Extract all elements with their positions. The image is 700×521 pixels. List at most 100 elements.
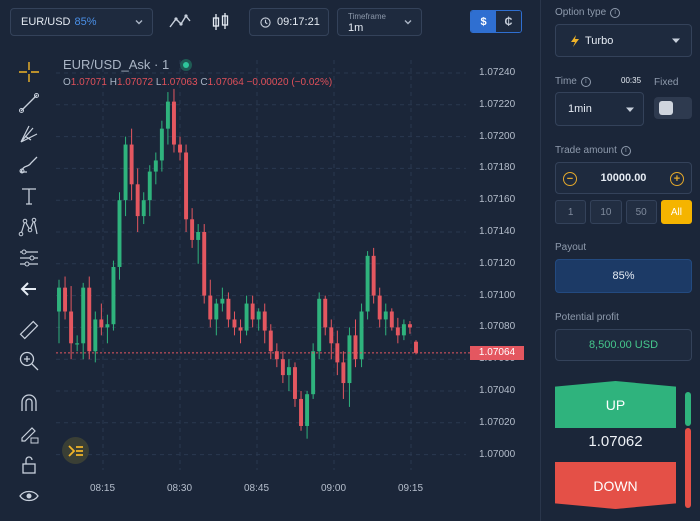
candle-body [69, 311, 74, 344]
candle-body [286, 367, 291, 376]
server-clock[interactable]: 09:17:21 [249, 8, 329, 36]
info-icon[interactable]: i [580, 76, 591, 87]
candle-body [226, 298, 231, 320]
info-icon[interactable]: i [610, 7, 621, 18]
price-tick-label: 1.07040 [479, 385, 516, 396]
price-tick-label: 1.07240 [479, 67, 516, 78]
candle-body [184, 152, 189, 220]
lock-pencil-icon[interactable] [17, 422, 41, 446]
open-key: O [63, 77, 71, 88]
trade-amount-label: Trade amount i [555, 145, 631, 156]
option-type-text: Option type [555, 7, 607, 18]
candle-body [262, 311, 267, 331]
candle-body [311, 351, 316, 395]
down-sentiment-bar [685, 428, 691, 508]
fixed-label: Fixed [654, 77, 679, 88]
trend-line-icon[interactable] [17, 91, 41, 115]
trade-panel: Option type i Turbo Time i 00:35 Fixed 1mi… [540, 0, 700, 521]
eye-icon[interactable] [17, 484, 41, 508]
candle-body [395, 327, 400, 336]
arrow-left-icon[interactable] [17, 277, 41, 301]
clock-time: 09:17:21 [277, 16, 320, 28]
payout-label: Payout [555, 242, 587, 253]
high-key: H [109, 77, 117, 88]
candle-body [178, 144, 182, 153]
down-button[interactable]: DOWN [555, 462, 676, 509]
preset-all-button[interactable]: All [660, 200, 692, 224]
candle-body [220, 298, 225, 304]
candle-body [414, 341, 418, 353]
candle-body [232, 319, 237, 328]
pitchfork-icon[interactable] [17, 122, 41, 146]
preset-1-button[interactable]: 1 [555, 200, 587, 224]
brush-icon[interactable] [17, 153, 41, 177]
time-tick-label: 08:15 [90, 483, 116, 494]
candle-body [305, 394, 310, 426]
price-tick-label: 1.07160 [479, 194, 516, 206]
close-value: 1.07064 [207, 77, 244, 88]
line-chart-icon[interactable] [168, 10, 192, 34]
candle-body [165, 101, 170, 129]
time-tick-label: 08:30 [167, 483, 193, 494]
currency-alt-button[interactable]: ₵ [496, 11, 521, 32]
lock-icon[interactable] [17, 453, 41, 477]
text-icon[interactable] [17, 184, 41, 208]
candle-body [359, 311, 364, 360]
zoom-in-icon[interactable] [17, 349, 41, 373]
increase-amount-button[interactable]: + [670, 172, 684, 186]
candle-body [341, 362, 346, 384]
candle-body [63, 287, 68, 312]
preset-50-button[interactable]: 50 [625, 200, 657, 224]
candle-body [135, 184, 140, 217]
crosshair-icon[interactable] [17, 60, 41, 84]
expiry-time-select[interactable]: 1min [555, 92, 644, 126]
candle-body [377, 295, 382, 320]
candle-body [105, 324, 110, 328]
up-button[interactable]: UP [555, 381, 676, 428]
candle-body [117, 200, 122, 267]
candle-body [353, 335, 358, 360]
pattern-icon[interactable] [17, 215, 41, 239]
time-label-text: Time [555, 76, 577, 87]
live-status-icon [180, 59, 192, 71]
candlestick-chart-icon[interactable] [209, 10, 233, 34]
fib-icon[interactable] [17, 246, 41, 270]
decrease-amount-button[interactable]: − [563, 172, 577, 186]
candle-body [208, 295, 213, 320]
option-type-select[interactable]: Turbo [555, 24, 692, 57]
price-tick-label: 1.07100 [479, 289, 516, 301]
timeframe-value: 1m [348, 22, 364, 34]
option-type-value: Turbo [585, 34, 614, 47]
fixed-toggle[interactable] [654, 97, 692, 119]
up-sentiment-bar [685, 392, 691, 426]
asset-name: EUR/USD [21, 16, 71, 28]
candle-body [99, 319, 104, 328]
price-tick-label: 1.07080 [479, 321, 516, 333]
indicators-button[interactable] [62, 437, 89, 464]
candle-body [407, 324, 412, 328]
price-tick-label: 1.07120 [479, 257, 516, 269]
candle-body [111, 266, 116, 325]
magnet-icon[interactable] [17, 391, 41, 415]
price-tick-label: 1.07220 [479, 98, 516, 110]
low-key: L [155, 77, 162, 88]
expiry-countdown: 00:35 [621, 76, 642, 85]
info-icon[interactable]: i [620, 145, 631, 156]
price-chart[interactable] [0, 0, 538, 521]
asset-selector[interactable]: EUR/USD 85% [10, 8, 153, 36]
low-value: 1.07063 [161, 77, 198, 88]
candle-body [75, 343, 80, 345]
time-tick-label: 09:00 [321, 483, 347, 494]
timeframe-selector[interactable]: Timeframe 1m [337, 8, 422, 36]
ruler-icon[interactable] [17, 318, 41, 342]
time-label: Time i [555, 76, 591, 87]
candle-body [81, 287, 86, 344]
preset-10-button[interactable]: 10 [590, 200, 622, 224]
candle-body [87, 287, 92, 352]
trade-amount-input[interactable]: − 10000.00 + [555, 162, 692, 194]
time-tick-label: 08:45 [244, 483, 270, 494]
candle-body [250, 303, 255, 320]
candle-body [274, 351, 279, 360]
currency-usd-button[interactable]: $ [471, 11, 496, 32]
